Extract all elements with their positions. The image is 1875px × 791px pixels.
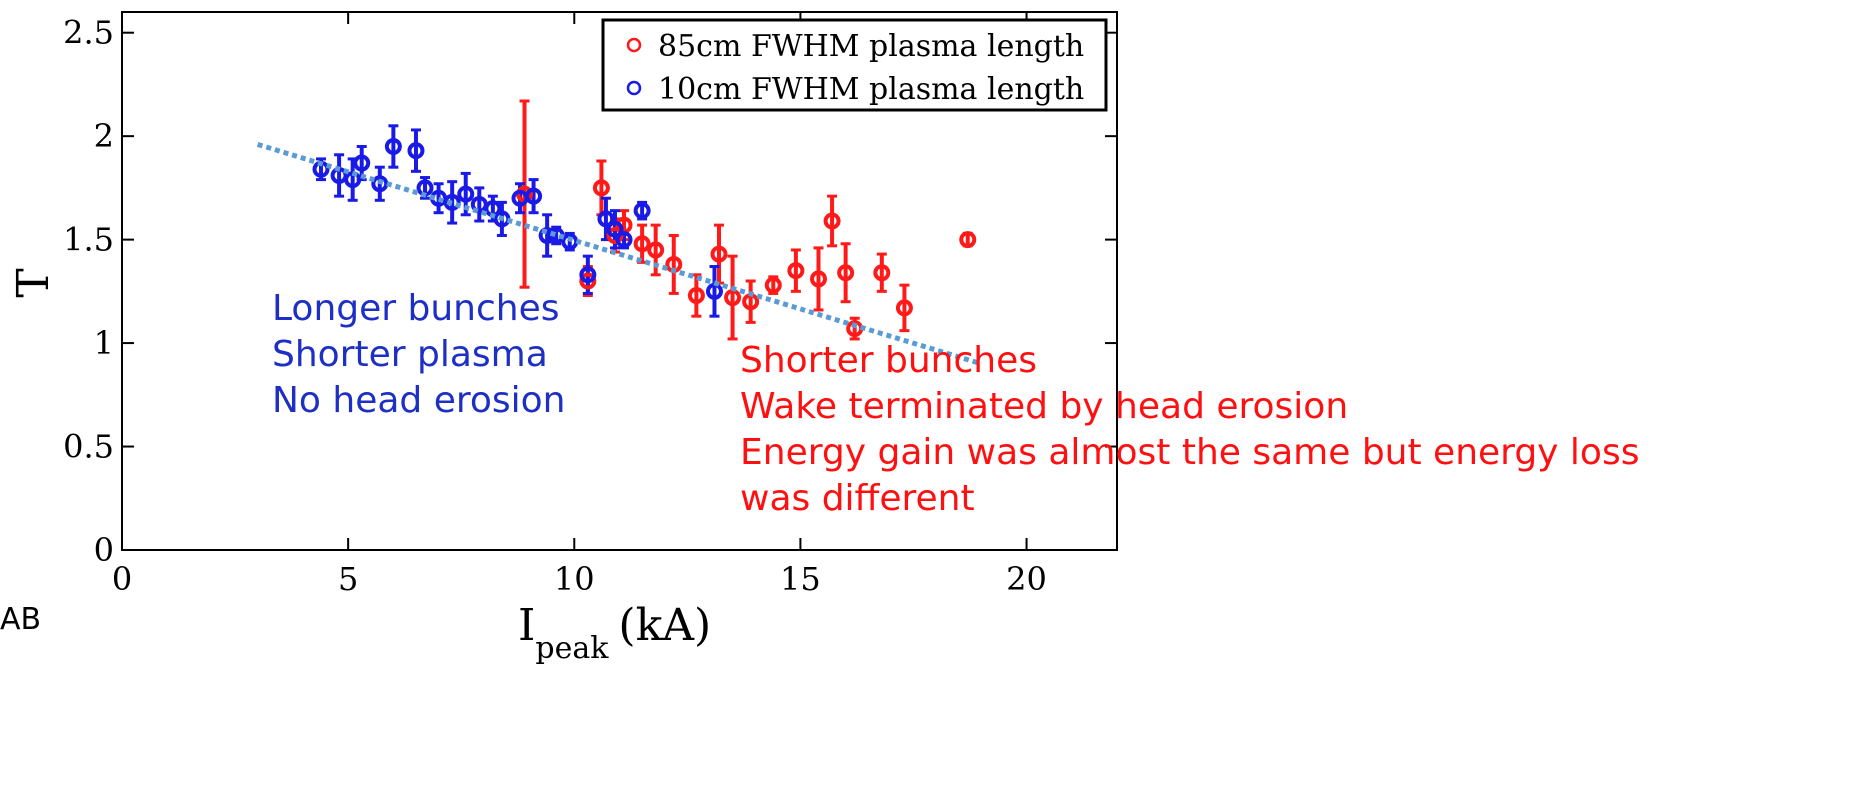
red-data-point <box>837 264 855 282</box>
red-data-point <box>592 179 610 197</box>
x-axis-subscript: peak <box>535 631 609 666</box>
plot-frame <box>121 11 1118 551</box>
x-axis-symbol: I <box>518 600 535 651</box>
red-data-point <box>647 241 665 259</box>
x-tick-label: 10 <box>554 560 595 598</box>
trend-line <box>256 142 983 367</box>
y-tick-label: 0.5 <box>63 428 114 466</box>
blue-data-point <box>371 175 389 193</box>
annotation-right: Shorter bunches Wake terminated by head … <box>740 338 1639 522</box>
blue-data-point <box>606 220 624 238</box>
x-axis-title: Ipeak (kA) <box>518 600 711 666</box>
red-data-point <box>895 299 913 317</box>
annotation-right-line-2: Wake terminated by head erosion <box>740 386 1349 427</box>
annotation-right-line-1: Shorter bunches <box>740 340 1037 381</box>
legend-box <box>601 18 1108 112</box>
blue-data-point <box>633 202 651 220</box>
red-data-point <box>873 264 891 282</box>
axis-ticks: 0 5 10 15 20 0 0.5 1 1.5 2 2.5 <box>63 12 1117 598</box>
red-data-point <box>764 276 782 294</box>
blue-data-point <box>443 193 461 211</box>
x-tick-label: 20 <box>1006 560 1047 598</box>
y-tick-label: 0 <box>94 531 114 569</box>
y-tick-label: 1.5 <box>63 221 114 259</box>
y-axis-title: T <box>8 268 59 297</box>
x-axis-unit: (kA) <box>618 600 711 651</box>
red-data-point <box>633 235 651 253</box>
x-tick-label: 5 <box>338 560 358 598</box>
red-data-point <box>959 231 977 249</box>
legend-marker-blue <box>626 80 642 96</box>
blue-data-point <box>384 138 402 155</box>
red-data-point <box>823 212 841 230</box>
legend-marker-red <box>626 37 642 53</box>
annotation-right-line-3: Energy gain was almost the same but ener… <box>740 432 1640 473</box>
annotation-right-line-4: was different <box>740 478 975 519</box>
red-data-point <box>724 289 742 307</box>
data-points <box>312 138 977 338</box>
blue-data-point <box>407 142 425 160</box>
red-data-point <box>579 272 597 290</box>
blue-data-point <box>525 187 543 205</box>
y-tick-label: 1 <box>94 324 114 362</box>
x-tick-label: 0 <box>112 560 132 598</box>
blue-data-point <box>353 154 371 172</box>
annotation-left-line-3: No head erosion <box>272 380 566 421</box>
y-tick-label: 2 <box>94 117 114 155</box>
red-data-point <box>787 262 805 280</box>
blue-data-point <box>457 185 475 203</box>
red-data-point <box>710 245 728 263</box>
stray-text: AB <box>0 602 42 637</box>
red-data-point <box>810 270 827 288</box>
red-data-point <box>687 286 705 304</box>
x-tick-label: 15 <box>780 560 821 598</box>
blue-data-point <box>579 266 597 284</box>
annotation-left-line-1: Longer bunches <box>272 288 560 329</box>
y-tick-label: 2.5 <box>63 14 114 52</box>
legend-label-85cm: 85cm FWHM plasma length <box>658 29 1084 64</box>
annotation-left-line-2: Shorter plasma <box>272 334 548 375</box>
blue-data-point <box>597 210 615 228</box>
legend: 85cm FWHM plasma length 10cm FWHM plasma… <box>601 18 1108 112</box>
legend-label-10cm: 10cm FWHM plasma length <box>658 72 1084 107</box>
annotation-left: Longer bunches Shorter plasma No head er… <box>272 286 566 424</box>
blue-data-point <box>615 231 633 249</box>
